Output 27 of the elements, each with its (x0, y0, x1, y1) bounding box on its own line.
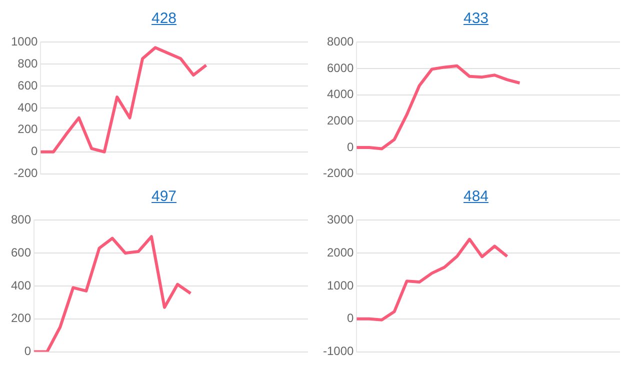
chart-title: 433 (462, 9, 490, 29)
y-tick-label: 8000 (326, 34, 354, 49)
chart-title: 484 (462, 187, 490, 207)
y-tick-label: 200 (18, 122, 38, 136)
y-tick-label: 800 (18, 56, 38, 70)
y-tick-label: 0 (24, 344, 32, 358)
y-tick-label: 1000 (10, 34, 38, 49)
chart-title: 428 (150, 9, 178, 29)
y-tick-label: 0 (347, 311, 354, 326)
y-tick-label: 4000 (326, 87, 354, 102)
y-tick-label: 2000 (326, 113, 354, 128)
y-tick-label: -1000 (322, 344, 354, 358)
y-tick-label: 0 (31, 144, 38, 158)
y-tick-label: -2000 (322, 166, 354, 180)
y-tick-label: 1000 (326, 278, 354, 292)
y-tick-label: 0 (347, 140, 354, 154)
y-tick-label: 200 (10, 311, 32, 326)
y-tick-label: 6000 (326, 60, 354, 75)
chart-title: 497 (150, 187, 178, 207)
y-tick-label: 400 (18, 100, 38, 114)
y-tick-label: 2000 (326, 245, 354, 260)
y-tick-label: -200 (14, 166, 38, 180)
y-tick-label: 3000 (326, 212, 354, 227)
y-tick-label: 600 (10, 245, 32, 260)
y-tick-label: 800 (10, 212, 32, 227)
y-tick-label: 600 (18, 78, 38, 92)
y-tick-label: 400 (10, 278, 32, 292)
